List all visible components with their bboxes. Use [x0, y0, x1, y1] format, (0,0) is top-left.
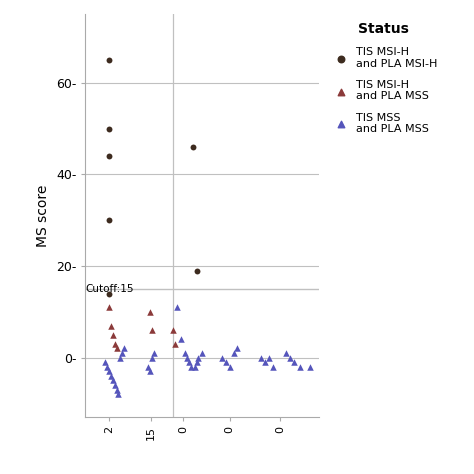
Point: [195, 354, 202, 361]
Point: [189, 143, 196, 151]
Point: [107, 322, 115, 329]
Point: [269, 363, 276, 371]
Point: [103, 363, 110, 371]
Point: [177, 336, 185, 343]
Text: Cutoff:15: Cutoff:15: [85, 284, 134, 294]
Point: [187, 363, 194, 371]
Point: [144, 363, 152, 371]
Point: [286, 354, 294, 361]
Point: [105, 367, 112, 375]
Point: [105, 217, 112, 224]
Point: [109, 377, 117, 384]
Point: [290, 358, 298, 366]
Point: [107, 372, 115, 380]
Point: [105, 152, 112, 160]
Point: [230, 349, 237, 357]
Point: [169, 326, 177, 334]
Point: [105, 303, 112, 311]
Point: [185, 358, 192, 366]
Point: [148, 354, 155, 361]
Point: [111, 381, 118, 389]
Point: [218, 354, 226, 361]
Point: [191, 363, 198, 371]
Point: [109, 331, 117, 338]
Point: [120, 345, 128, 352]
Point: [105, 290, 112, 297]
Legend: TIS MSI-H
and PLA MSI-H, TIS MSI-H
and PLA MSS, TIS MSS
and PLA MSS: TIS MSI-H and PLA MSI-H, TIS MSI-H and P…: [328, 20, 440, 137]
Point: [181, 349, 189, 357]
Point: [193, 267, 201, 274]
Point: [105, 56, 112, 64]
Point: [171, 340, 179, 347]
Point: [234, 345, 241, 352]
Point: [146, 308, 154, 316]
Point: [265, 354, 273, 361]
Point: [150, 349, 157, 357]
Point: [261, 358, 269, 366]
Point: [115, 391, 122, 398]
Point: [183, 354, 191, 361]
Point: [173, 303, 181, 311]
Point: [257, 354, 264, 361]
Point: [101, 358, 109, 366]
Point: [193, 358, 201, 366]
Point: [199, 349, 206, 357]
Y-axis label: MS score: MS score: [36, 184, 50, 247]
Point: [226, 363, 234, 371]
Point: [222, 358, 229, 366]
Point: [148, 326, 155, 334]
Point: [118, 349, 126, 357]
Point: [105, 125, 112, 132]
Point: [117, 354, 124, 361]
Point: [111, 340, 118, 347]
Point: [113, 345, 120, 352]
Point: [283, 349, 290, 357]
Point: [113, 386, 120, 393]
Point: [306, 363, 313, 371]
Point: [146, 367, 154, 375]
Point: [296, 363, 304, 371]
